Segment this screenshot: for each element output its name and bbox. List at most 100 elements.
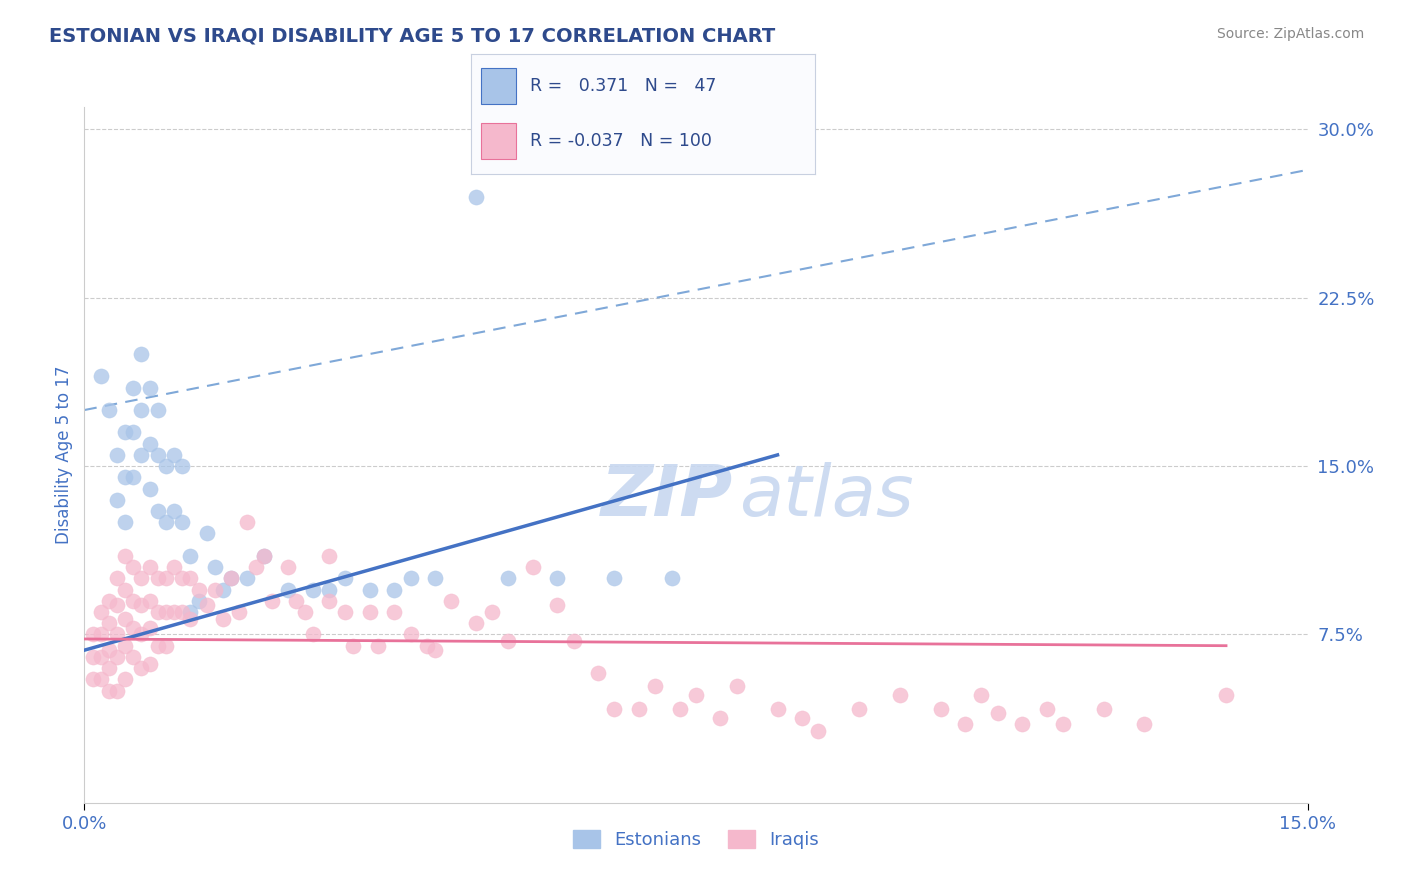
Point xyxy=(90,627,112,641)
Point xyxy=(253,549,276,563)
Point xyxy=(953,717,976,731)
Point xyxy=(668,701,690,715)
Point xyxy=(440,594,463,608)
Point xyxy=(179,605,201,619)
Point xyxy=(970,688,993,702)
Point xyxy=(90,649,112,664)
Point xyxy=(146,448,169,462)
Point xyxy=(105,599,128,613)
Point xyxy=(122,594,145,608)
Point xyxy=(105,649,128,664)
Point xyxy=(382,582,405,597)
Point xyxy=(122,621,145,635)
Point xyxy=(212,612,235,626)
Point xyxy=(318,594,340,608)
Point xyxy=(155,571,177,585)
Point xyxy=(929,701,952,715)
Point xyxy=(294,605,316,619)
Point xyxy=(236,515,259,529)
Point xyxy=(301,627,323,641)
Point xyxy=(236,571,259,585)
Point xyxy=(562,634,585,648)
Point xyxy=(367,639,389,653)
Point xyxy=(464,190,486,204)
Point xyxy=(586,665,609,680)
Point xyxy=(97,683,120,698)
Point xyxy=(82,673,104,687)
Point xyxy=(1011,717,1033,731)
Point xyxy=(685,688,707,702)
Point xyxy=(163,605,186,619)
Point xyxy=(1052,717,1074,731)
Point xyxy=(204,582,226,597)
Text: R = -0.037   N = 100: R = -0.037 N = 100 xyxy=(530,132,711,151)
Point xyxy=(661,571,683,585)
Point xyxy=(90,605,112,619)
Point xyxy=(301,582,323,597)
Point xyxy=(546,599,568,613)
Point xyxy=(245,560,267,574)
Point xyxy=(155,459,177,474)
Point xyxy=(277,582,299,597)
Point xyxy=(97,594,120,608)
Point xyxy=(1092,701,1115,715)
Point xyxy=(179,571,201,585)
Point xyxy=(725,679,748,693)
Point xyxy=(212,582,235,597)
Point xyxy=(122,425,145,440)
Point xyxy=(131,571,153,585)
Point xyxy=(889,688,911,702)
Point xyxy=(90,369,112,384)
Legend: Estonians, Iraqis: Estonians, Iraqis xyxy=(565,822,827,856)
Point xyxy=(131,599,153,613)
Point xyxy=(359,582,381,597)
Point xyxy=(848,701,870,715)
Point xyxy=(285,594,308,608)
Point xyxy=(138,594,160,608)
Point xyxy=(335,571,357,585)
Point xyxy=(155,515,177,529)
Point xyxy=(1133,717,1156,731)
Point xyxy=(97,403,120,417)
Point xyxy=(131,403,153,417)
Text: R =   0.371   N =   47: R = 0.371 N = 47 xyxy=(530,77,716,95)
Point xyxy=(204,560,226,574)
Point xyxy=(114,549,136,563)
Point xyxy=(105,627,128,641)
Point xyxy=(277,560,299,574)
Point xyxy=(498,634,520,648)
Point xyxy=(138,560,160,574)
Point xyxy=(464,616,486,631)
Point xyxy=(146,605,169,619)
Point xyxy=(163,560,186,574)
Point xyxy=(172,605,194,619)
Point xyxy=(105,683,128,698)
Point xyxy=(987,706,1010,720)
Point xyxy=(155,639,177,653)
Point xyxy=(90,673,112,687)
Point xyxy=(146,571,169,585)
Point xyxy=(219,571,242,585)
Point xyxy=(138,482,160,496)
Point xyxy=(179,549,201,563)
Point xyxy=(97,661,120,675)
Point xyxy=(114,639,136,653)
Point xyxy=(172,515,194,529)
Point xyxy=(105,448,128,462)
Point xyxy=(114,515,136,529)
Point xyxy=(138,621,160,635)
Point xyxy=(163,448,186,462)
Point xyxy=(603,571,626,585)
Point xyxy=(114,612,136,626)
Point xyxy=(114,425,136,440)
Point xyxy=(790,710,813,724)
Point xyxy=(382,605,405,619)
Text: atlas: atlas xyxy=(738,462,914,531)
Point xyxy=(138,436,160,450)
Point xyxy=(82,649,104,664)
Point xyxy=(709,710,731,724)
Point xyxy=(253,549,276,563)
Point xyxy=(114,470,136,484)
Point xyxy=(131,661,153,675)
Point xyxy=(546,571,568,585)
